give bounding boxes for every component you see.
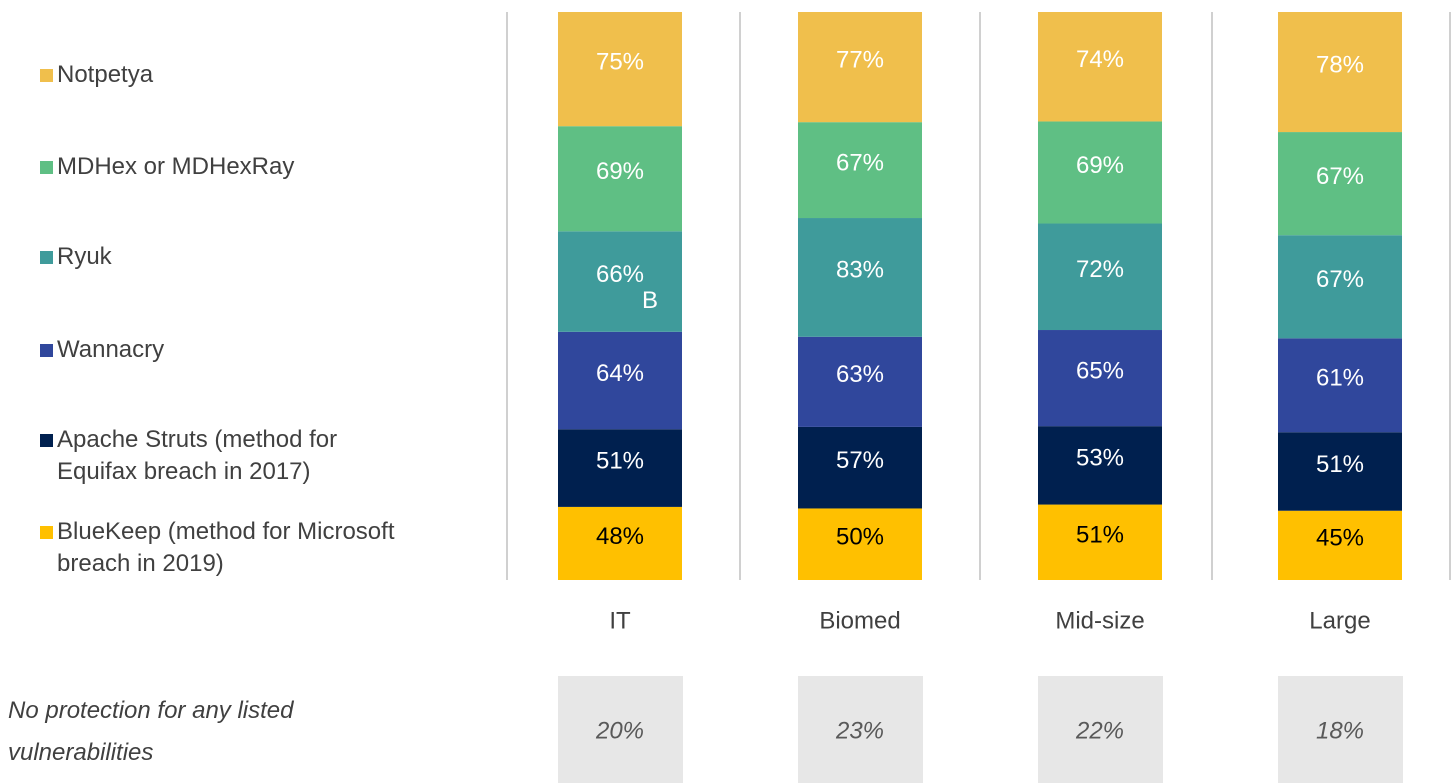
bar-segment xyxy=(1038,330,1162,427)
data-label: 69% xyxy=(596,158,644,185)
bar-segment xyxy=(1278,338,1402,433)
data-label: 83% xyxy=(836,257,884,284)
data-label: 75% xyxy=(596,48,644,75)
data-label: 64% xyxy=(596,360,644,387)
data-label: 65% xyxy=(1076,357,1124,384)
x-tick-label: Biomed xyxy=(819,607,900,634)
legend-swatch xyxy=(40,344,53,357)
data-label: 66% xyxy=(596,261,644,288)
data-label: 61% xyxy=(1316,365,1364,392)
x-tick-label: Large xyxy=(1309,607,1370,634)
data-label: 77% xyxy=(836,46,884,73)
legend-label: Ryuk xyxy=(57,243,112,270)
no-protection-value: 20% xyxy=(595,717,644,744)
bar-segment xyxy=(798,12,922,123)
bar-segment xyxy=(1278,132,1402,236)
bar-segment xyxy=(1278,235,1402,339)
legend-entry: Apache Struts (method for Equifax breach… xyxy=(40,424,397,488)
no-protection-box xyxy=(1038,676,1163,783)
bar-segment xyxy=(558,429,682,507)
legend-entry: MDHex or MDHexRay xyxy=(40,151,397,183)
bar-segment xyxy=(798,218,922,337)
bar-segment xyxy=(798,336,922,427)
legend-entry: Ryuk xyxy=(40,241,397,273)
bar-segment xyxy=(558,126,682,232)
annotation: B xyxy=(642,287,658,314)
legend-swatch xyxy=(40,69,53,82)
bar-segment xyxy=(798,122,922,219)
legend-label: MDHex or MDHexRay xyxy=(57,153,295,180)
data-label: 51% xyxy=(1316,451,1364,478)
data-label: 78% xyxy=(1316,51,1364,78)
legend-label: Apache Struts (method for Equifax breach… xyxy=(57,426,338,485)
bar-segment xyxy=(798,426,922,509)
data-label: 63% xyxy=(836,361,884,388)
bar-segment xyxy=(1038,504,1162,580)
data-label: 74% xyxy=(1076,46,1124,73)
x-tick-label: IT xyxy=(609,607,631,634)
data-label: 48% xyxy=(596,523,644,550)
legend-swatch xyxy=(40,251,53,264)
no-protection-label: No protection for any listed vulnerabili… xyxy=(8,697,294,766)
bar-segment xyxy=(558,331,682,430)
data-label: 67% xyxy=(1316,266,1364,293)
bar-segment xyxy=(1038,12,1162,122)
legend-swatch xyxy=(40,161,53,174)
bar-segment xyxy=(1278,12,1402,133)
data-label: 57% xyxy=(836,447,884,474)
no-protection-box xyxy=(558,676,683,783)
data-label: 51% xyxy=(1076,522,1124,549)
data-label: 67% xyxy=(1316,163,1364,190)
legend-label: Wannacry xyxy=(57,336,165,363)
data-label: 50% xyxy=(836,524,884,551)
no-protection-value: 18% xyxy=(1316,717,1364,744)
no-protection-value: 23% xyxy=(835,717,884,744)
legend-label: BlueKeep (method for Microsoft breach in… xyxy=(57,518,395,577)
bar-segment xyxy=(1038,426,1162,505)
data-label: 69% xyxy=(1076,152,1124,179)
legend-label: Notpetya xyxy=(57,61,154,88)
no-protection-box xyxy=(798,676,923,783)
bar-segment xyxy=(1038,121,1162,224)
legend-entry: BlueKeep (method for Microsoft breach in… xyxy=(40,516,397,580)
x-tick-label: Mid-size xyxy=(1055,607,1144,634)
bar-segment xyxy=(558,506,682,580)
bar-segment xyxy=(798,508,922,580)
legend-entry: Notpetya xyxy=(40,59,397,91)
bar-segment xyxy=(558,231,682,332)
bar-segment xyxy=(558,12,682,127)
legend-swatch xyxy=(40,434,53,447)
legend-swatch xyxy=(40,526,53,539)
data-label: 53% xyxy=(1076,445,1124,472)
no-protection-box xyxy=(1278,676,1403,783)
data-label: 45% xyxy=(1316,525,1364,552)
data-label: 51% xyxy=(596,447,644,474)
no-protection-value: 22% xyxy=(1075,717,1124,744)
legend-entry: Wannacry xyxy=(40,334,397,366)
bar-segment xyxy=(1038,223,1162,331)
bar-segment xyxy=(1278,510,1402,580)
data-label: 72% xyxy=(1076,256,1124,283)
data-label: 67% xyxy=(836,149,884,176)
bar-segment xyxy=(1278,432,1402,511)
